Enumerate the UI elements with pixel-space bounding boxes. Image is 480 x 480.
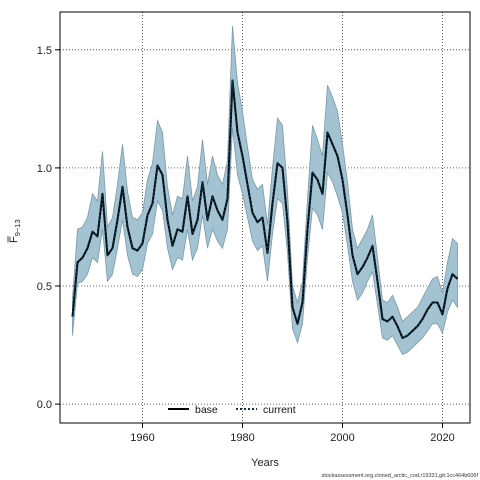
- y-tick-label-0.5: 0.5: [37, 281, 52, 293]
- footnote-source: stockassessment.org,cloned_arctic_cod,r1…: [321, 473, 478, 479]
- y-axis-label: F9−13: [7, 219, 22, 243]
- plot-frame: [59, 11, 471, 424]
- x-tick-label-2000: 2000: [330, 432, 354, 444]
- series-line-current: [71, 79, 459, 339]
- x-tick-label-1960: 1960: [130, 432, 154, 444]
- grid-lines: [60, 12, 470, 423]
- y-axis-ticks: 0.0 0.5 1.0 1.5: [37, 45, 60, 411]
- y-axis-label-subscript: 9−13: [13, 219, 22, 236]
- confidence-band: [72, 26, 458, 356]
- series-lines: [71, 79, 459, 339]
- x-tick-label-2020: 2020: [430, 432, 454, 444]
- x-tick-label-1980: 1980: [230, 432, 254, 444]
- svg-text:F9−13: F9−13: [8, 219, 22, 243]
- legend-label-current: current: [263, 404, 296, 416]
- legend: base current: [168, 404, 296, 416]
- y-axis-label-main: F: [8, 236, 20, 243]
- confidence-band-area: [72, 26, 458, 356]
- y-tick-label-0: 0.0: [37, 399, 52, 411]
- x-axis-ticks: 1960 1980 2000 2020: [130, 423, 455, 444]
- legend-label-base: base: [195, 404, 218, 416]
- y-tick-label-1.5: 1.5: [37, 45, 52, 57]
- y-tick-label-1: 1.0: [37, 163, 52, 175]
- x-axis-label: Years: [251, 457, 279, 469]
